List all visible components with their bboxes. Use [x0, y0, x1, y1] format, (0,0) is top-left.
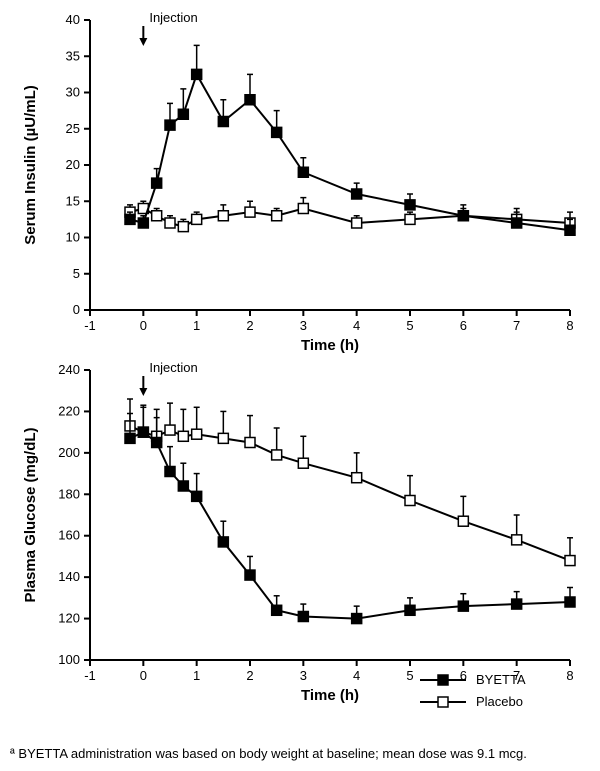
svg-text:BYETTA: BYETTA — [476, 672, 526, 687]
svg-text:120: 120 — [58, 611, 80, 626]
svg-text:Plasma Glucose (mg/dL): Plasma Glucose (mg/dL) — [22, 427, 39, 602]
svg-text:Placebo: Placebo — [476, 694, 523, 709]
svg-text:40: 40 — [66, 12, 80, 27]
svg-text:0: 0 — [73, 302, 80, 317]
svg-text:20: 20 — [66, 157, 80, 172]
charts-svg: -10123456780510152025303540Time (h)Serum… — [0, 0, 600, 771]
svg-text:4: 4 — [353, 318, 360, 333]
svg-text:3: 3 — [300, 318, 307, 333]
svg-text:100: 100 — [58, 652, 80, 667]
svg-text:5: 5 — [406, 668, 413, 683]
svg-text:10: 10 — [66, 230, 80, 245]
svg-text:180: 180 — [58, 486, 80, 501]
svg-text:Injection: Injection — [149, 360, 197, 375]
svg-text:220: 220 — [58, 403, 80, 418]
svg-text:5: 5 — [406, 318, 413, 333]
svg-text:0: 0 — [140, 318, 147, 333]
figure-container: -10123456780510152025303540Time (h)Serum… — [0, 0, 600, 771]
svg-text:4: 4 — [353, 668, 360, 683]
svg-text:Time (h): Time (h) — [301, 337, 359, 354]
svg-text:25: 25 — [66, 121, 80, 136]
svg-text:2: 2 — [246, 668, 253, 683]
svg-text:8: 8 — [566, 318, 573, 333]
svg-text:3: 3 — [300, 668, 307, 683]
svg-text:160: 160 — [58, 528, 80, 543]
svg-text:200: 200 — [58, 445, 80, 460]
svg-text:240: 240 — [58, 362, 80, 377]
svg-text:35: 35 — [66, 48, 80, 63]
svg-text:0: 0 — [140, 668, 147, 683]
svg-text:5: 5 — [73, 266, 80, 281]
svg-text:Time (h): Time (h) — [301, 687, 359, 704]
svg-text:2: 2 — [246, 318, 253, 333]
svg-text:140: 140 — [58, 569, 80, 584]
svg-text:8: 8 — [566, 668, 573, 683]
svg-text:Injection: Injection — [149, 10, 197, 25]
svg-text:1: 1 — [193, 668, 200, 683]
footnote-text: ª BYETTA administration was based on bod… — [10, 746, 527, 761]
svg-text:15: 15 — [66, 193, 80, 208]
svg-text:7: 7 — [513, 318, 520, 333]
svg-text:-1: -1 — [84, 668, 96, 683]
svg-text:-1: -1 — [84, 318, 96, 333]
svg-text:30: 30 — [66, 85, 80, 100]
svg-text:6: 6 — [460, 318, 467, 333]
svg-text:1: 1 — [193, 318, 200, 333]
svg-text:Serum Insulin (µU/mL): Serum Insulin (µU/mL) — [22, 85, 39, 245]
